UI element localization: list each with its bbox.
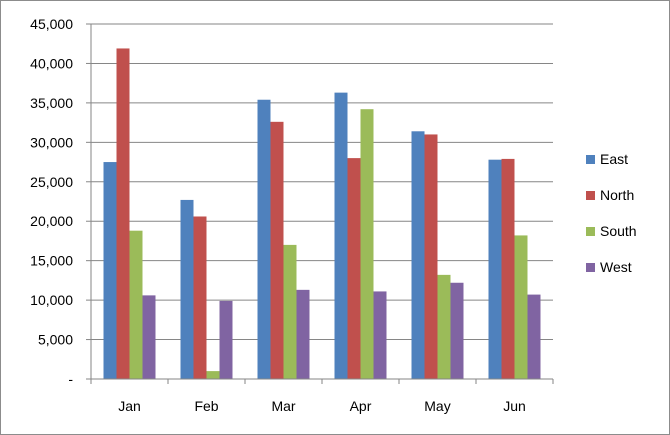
bar-west-apr xyxy=(373,291,387,379)
bar-north-jun xyxy=(501,158,515,379)
bar-west-jun xyxy=(527,294,541,379)
bar-south-feb xyxy=(206,371,220,379)
y-tick-label: 40,000 xyxy=(30,55,73,71)
bar-east-apr xyxy=(334,92,348,379)
bar-east-jun xyxy=(488,159,502,379)
y-tick-label: 5,000 xyxy=(38,332,73,348)
bar-south-jan xyxy=(129,230,143,379)
legend-label: North xyxy=(600,187,634,203)
x-tick-label: Feb xyxy=(194,398,218,414)
bar-west-may xyxy=(450,282,464,379)
y-tick-label: 15,000 xyxy=(30,253,73,269)
legend-item-west: West xyxy=(586,259,632,275)
y-tick-label: 25,000 xyxy=(30,174,73,190)
x-tick-label: Apr xyxy=(350,398,372,414)
legend-label: East xyxy=(600,151,628,167)
legend-item-south: South xyxy=(586,223,637,239)
bar-east-may xyxy=(411,131,425,379)
bar-east-feb xyxy=(180,199,194,379)
y-tick-label: - xyxy=(68,371,73,387)
legend-swatch xyxy=(586,227,595,236)
x-tick-label: May xyxy=(424,398,450,414)
x-tick-label: Mar xyxy=(271,398,295,414)
bar-south-mar xyxy=(283,244,297,379)
x-tick-label: Jan xyxy=(118,398,141,414)
y-tick-label: 20,000 xyxy=(30,213,73,229)
legend-swatch xyxy=(586,191,595,200)
x-tick-label: Jun xyxy=(503,398,526,414)
bar-north-feb xyxy=(193,216,207,379)
bar-south-apr xyxy=(360,109,374,379)
bar-north-apr xyxy=(347,158,361,379)
legend-swatch xyxy=(586,155,595,164)
legend-label: South xyxy=(600,223,637,239)
bar-west-jan xyxy=(142,295,156,379)
bar-north-mar xyxy=(270,121,284,380)
legend: East North South West xyxy=(586,151,637,275)
legend-item-east: East xyxy=(586,151,628,167)
gridlines xyxy=(91,23,553,341)
x-axis-labels: Jan Feb Mar Apr May Jun xyxy=(118,398,526,414)
y-axis-labels: - 5,000 10,000 15,000 20,000 25,000 30,000 35,0… xyxy=(30,16,73,387)
bar-north-may xyxy=(424,134,438,379)
y-tick-label: 35,000 xyxy=(30,95,73,111)
bar-east-mar xyxy=(257,99,271,379)
legend-item-north: North xyxy=(586,187,634,203)
bar-south-may xyxy=(437,274,451,379)
axes xyxy=(86,23,554,384)
bar-west-mar xyxy=(296,289,310,379)
y-tick-label: 30,000 xyxy=(30,134,73,150)
legend-swatch xyxy=(586,263,595,272)
y-tick-label: 45,000 xyxy=(30,16,73,32)
bars xyxy=(103,48,541,380)
bar-west-feb xyxy=(219,300,233,379)
bar-north-jan xyxy=(116,48,130,379)
legend-label: West xyxy=(600,259,632,275)
y-tick-label: 10,000 xyxy=(30,292,73,308)
bar-south-jun xyxy=(514,235,528,379)
bar-east-jan xyxy=(103,162,117,379)
